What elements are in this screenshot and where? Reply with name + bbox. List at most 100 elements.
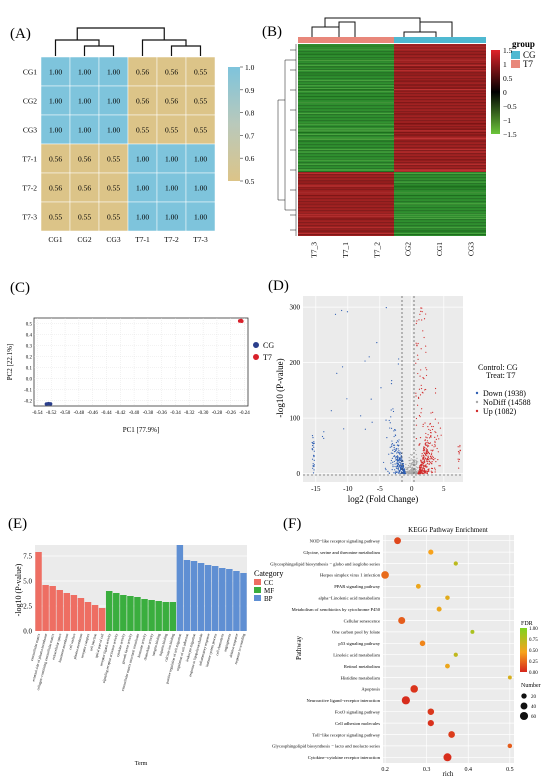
panel-d-point [421, 311, 423, 313]
panel-d-point [384, 467, 387, 469]
panel-f-point [436, 606, 442, 612]
panel-d-point [388, 453, 390, 455]
panel-a-row-label: CG2 [23, 97, 37, 106]
panel-a-col-label: T7-1 [135, 235, 150, 244]
panel-d-point [423, 455, 425, 457]
panel-d-point [430, 462, 432, 464]
panel-b-streak [298, 159, 394, 161]
panel-b-streak [298, 216, 394, 217]
panel-a-cell-value: 1.00 [107, 68, 120, 77]
panel-d-point [395, 467, 397, 469]
panel-d-point [429, 431, 432, 434]
panel-d-label: (D) [268, 278, 289, 294]
panel-d-point [415, 449, 417, 452]
panel-b-col-label: CG2 [404, 242, 413, 256]
panel-d-point [312, 443, 314, 445]
panel-d-point [425, 313, 427, 315]
panel-f-y-label: Pathway [295, 635, 303, 660]
panel-d-point [423, 459, 425, 461]
panel-d-point [396, 455, 399, 457]
panel-e-x-label: Term [135, 761, 148, 767]
panel-d-point [382, 461, 385, 464]
panel-e-term-label: integrin binding [151, 633, 161, 657]
panel-a-cell-value: 1.00 [107, 97, 120, 106]
panel-a-cell [69, 114, 100, 145]
panel-e-term-label: apical part of cell [94, 633, 104, 658]
panel-d-point [388, 472, 391, 474]
panel-d-point [430, 461, 432, 463]
panel-d-point [394, 429, 396, 431]
panel-d-point [395, 441, 397, 444]
panel-d-point [429, 455, 432, 457]
panel-f-pathway-label: PPAR signaling pathway [334, 584, 380, 589]
panel-e-bar [190, 561, 198, 631]
panel-f-point [453, 652, 458, 657]
panel-d-point [405, 466, 407, 468]
panel-f-pathway-label: Retinol metabolism [344, 664, 381, 669]
panel-d-point [393, 444, 396, 446]
panel-f-grid [383, 535, 514, 763]
panel-c-grid [34, 318, 248, 406]
panel-d-point [390, 462, 392, 464]
panel-d-point [420, 384, 422, 387]
panel-f-pathway-label: Glycosphingolipid biosynthesis − globo a… [270, 561, 380, 566]
panel-b-streak [394, 73, 486, 75]
panel-d-y-tick-label: 0 [297, 470, 301, 478]
panel-d-point [425, 442, 427, 444]
panel-d-point [393, 455, 396, 457]
panel-a-cell [69, 85, 100, 116]
panel-d-point [434, 440, 436, 442]
panel-d-point [418, 397, 420, 399]
panel-d-point [427, 470, 429, 472]
panel-a-dendrogram-branch [54, 39, 100, 56]
panel-d-point [410, 453, 412, 456]
panel-c-x-tick-label: -0.50 [60, 411, 71, 416]
panel-a-cell [69, 56, 100, 87]
panel-c-x-tick-label: -0.26 [226, 411, 237, 416]
panel-f-fdr-tick-label: 0.50 [529, 649, 538, 654]
panel-b-streak [298, 233, 394, 235]
panel-d-point [419, 313, 421, 315]
panel-d-point [393, 450, 396, 453]
panel-d-point [397, 444, 399, 446]
panel-d-point [400, 471, 402, 473]
panel-d-point [428, 470, 430, 472]
panel-d-point [404, 471, 406, 473]
panel-d-point [311, 458, 314, 460]
panel-b-col-label: T7_3 [310, 242, 319, 258]
panel-d-point [407, 470, 409, 472]
panel-d-point [434, 457, 436, 460]
panel-d-point [432, 411, 434, 413]
panel-c-y-tick-label: 0.3 [26, 345, 33, 350]
panel-b-colorbar-ticks: 1.5 1 0.5 0 −0.5 −1 −1.5 [503, 46, 517, 139]
panel-e-y-label: -log10 (P-value) [14, 563, 23, 616]
panel-d-point [399, 459, 402, 461]
panel-b-streak [394, 187, 486, 189]
panel-d-point [391, 446, 393, 448]
panel-d-point [425, 452, 427, 455]
panel-d-y-ticks: 0 100 200 300 [290, 304, 301, 479]
panel-d-point [392, 461, 394, 463]
panel-d-point [428, 428, 430, 431]
panel-d-point [458, 467, 460, 469]
panel-b-colorbar-tick-label: 1 [503, 60, 507, 69]
panel-d-point [417, 342, 419, 345]
panel-b-streak [298, 59, 394, 61]
panel-d-point [418, 468, 421, 471]
panel-b-streak [394, 64, 486, 66]
panel-d-point [431, 452, 433, 454]
panel-d-point [371, 421, 373, 423]
panel-d-point [425, 432, 427, 435]
panel-d-y-label: -log10 (P-value) [275, 358, 285, 417]
panel-b-streak [394, 172, 486, 174]
panel-d-point [423, 465, 425, 467]
panel-d-point [399, 466, 401, 468]
panel-a-cell [185, 143, 216, 174]
panel-d-point [434, 469, 436, 471]
panel-c-label: (C) [10, 280, 30, 296]
panel-d-point [415, 362, 417, 364]
panel-d-point [416, 345, 418, 347]
panel-a-cell [98, 172, 129, 203]
panel-d-point [425, 345, 427, 347]
panel-b-col-label: T7_1 [341, 242, 350, 258]
